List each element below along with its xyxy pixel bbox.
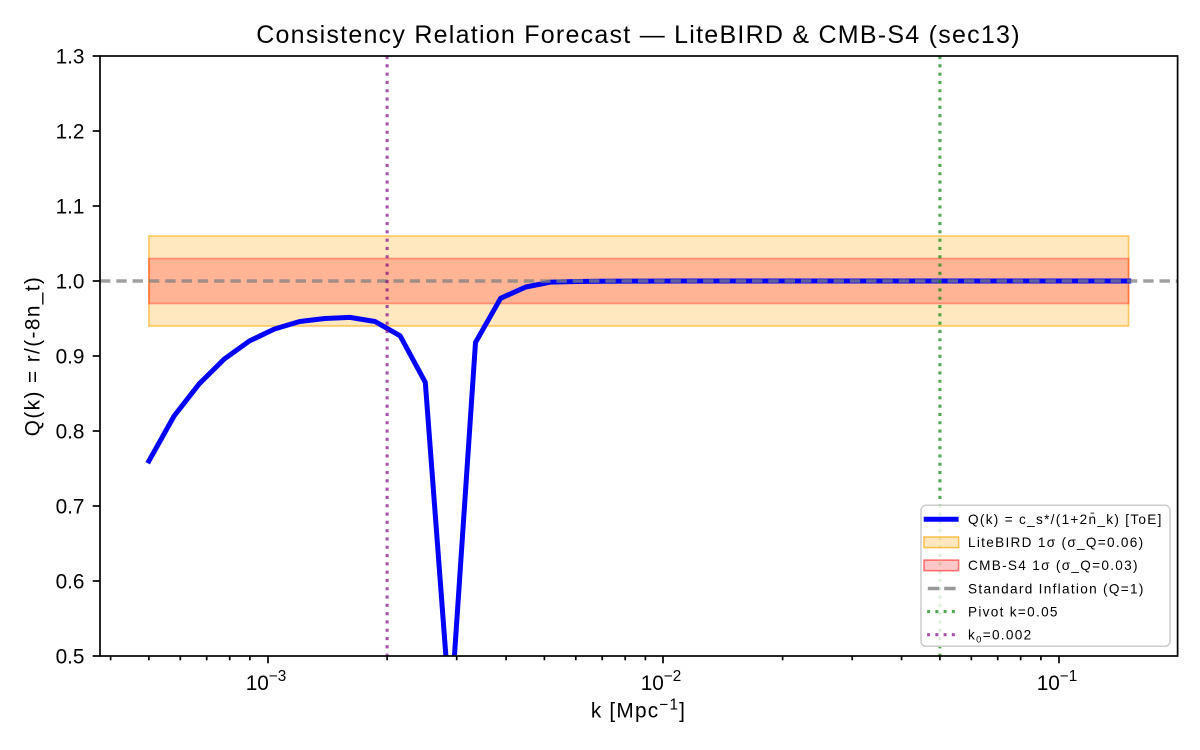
svg-text:0.8: 0.8 [56, 420, 85, 443]
svg-text:Consistency Relation Forecast: Consistency Relation Forecast — LiteBIRD… [256, 21, 1021, 49]
svg-text:LiteBIRD 1σ (σ_Q=0.06): LiteBIRD 1σ (σ_Q=0.06) [968, 535, 1144, 550]
svg-text:10−3: 10−3 [246, 668, 287, 695]
svg-text:0.6: 0.6 [56, 570, 85, 593]
svg-text:0.5: 0.5 [56, 645, 85, 668]
svg-text:Pivot k=0.05: Pivot k=0.05 [968, 604, 1059, 619]
svg-text:1.3: 1.3 [56, 45, 85, 68]
svg-text:1.1: 1.1 [56, 195, 85, 218]
svg-text:10−1: 10−1 [1037, 668, 1078, 695]
svg-text:0.7: 0.7 [56, 495, 85, 518]
svg-text:0.9: 0.9 [56, 345, 85, 368]
svg-text:Standard Inflation (Q=1): Standard Inflation (Q=1) [968, 581, 1145, 596]
svg-text:1.0: 1.0 [56, 270, 85, 293]
svg-text:CMB-S4 1σ (σ_Q=0.03): CMB-S4 1σ (σ_Q=0.03) [968, 558, 1139, 573]
svg-text:Q(k) = c_s*/(1+2n̄_k) [ToE]: Q(k) = c_s*/(1+2n̄_k) [ToE] [968, 512, 1163, 527]
svg-text:1.2: 1.2 [56, 120, 85, 143]
svg-text:k0=0.002: k0=0.002 [968, 628, 1032, 646]
svg-text:Q(k) = r/(-8n_t): Q(k) = r/(-8n_t) [22, 276, 45, 436]
